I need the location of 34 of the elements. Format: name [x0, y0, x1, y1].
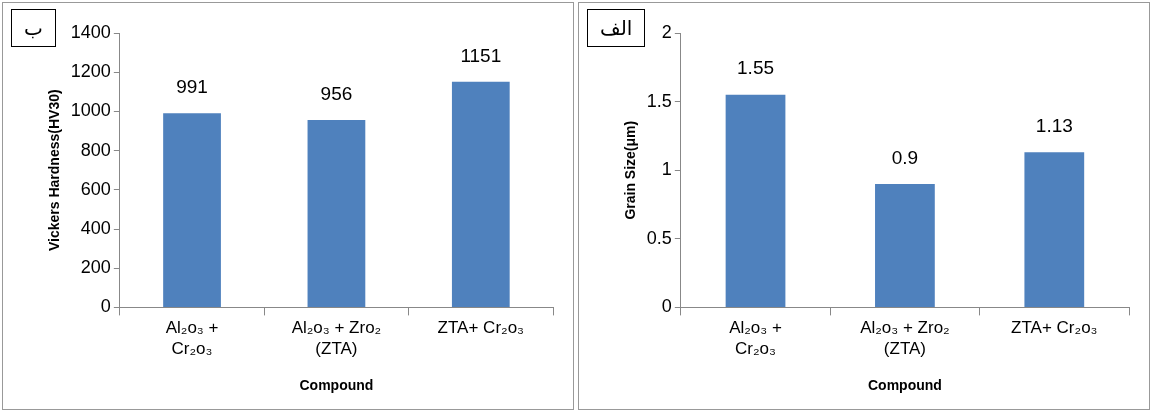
y-axis-title: Vickers Hardness(HV30) — [46, 89, 63, 251]
x-tick-label: ZTA+ Cr₂o₃ — [437, 318, 525, 338]
data-label: 991 — [176, 75, 208, 97]
y-tick-label: 600 — [80, 178, 111, 199]
x-axis-title: Compound — [299, 377, 374, 394]
bar — [875, 183, 935, 307]
x-tick-label: ZTA+ Cr₂o₃ — [1011, 318, 1098, 338]
y-tick-label: 0 — [100, 296, 111, 317]
text: الف — [587, 9, 646, 47]
y-tick-label: 2 — [661, 21, 672, 42]
bar — [1024, 152, 1085, 307]
y-tick-label: 1 — [661, 159, 672, 180]
y-tick-label: 1000 — [70, 100, 111, 121]
data-label: 1.13 — [1035, 115, 1073, 137]
data-label: 1.55 — [737, 57, 775, 79]
data-label: 1151 — [460, 44, 502, 66]
y-tick-label: 1400 — [70, 21, 111, 42]
x-tick-label: Al₂o₃ + Cr₂o₃ — [729, 318, 782, 358]
y-tick-label: 400 — [80, 217, 111, 238]
x-axis-title: Compound — [867, 377, 942, 394]
y-tick-label: 200 — [80, 257, 111, 278]
y-tick-label: 0.5 — [646, 227, 672, 248]
y-tick-label: 1.5 — [646, 90, 672, 111]
x-tick-label: Al₂o₃ + Zro₂ (ZTA) — [291, 318, 382, 358]
x-tick-label: Al₂o₃ + Cr₂o₃ — [165, 318, 219, 358]
y-tick-label: 1200 — [70, 61, 111, 82]
x-tick-label: Al₂o₃ + Zro₂ (ZTA) — [860, 318, 950, 358]
data-label: 0.9 — [891, 146, 919, 168]
y-axis-title: Grain Size(μm) — [622, 120, 639, 220]
text: ب — [11, 9, 56, 47]
bar — [725, 94, 786, 307]
y-tick-label: 800 — [80, 139, 111, 160]
data-label: 956 — [320, 82, 353, 104]
y-tick-label: 0 — [661, 296, 672, 317]
